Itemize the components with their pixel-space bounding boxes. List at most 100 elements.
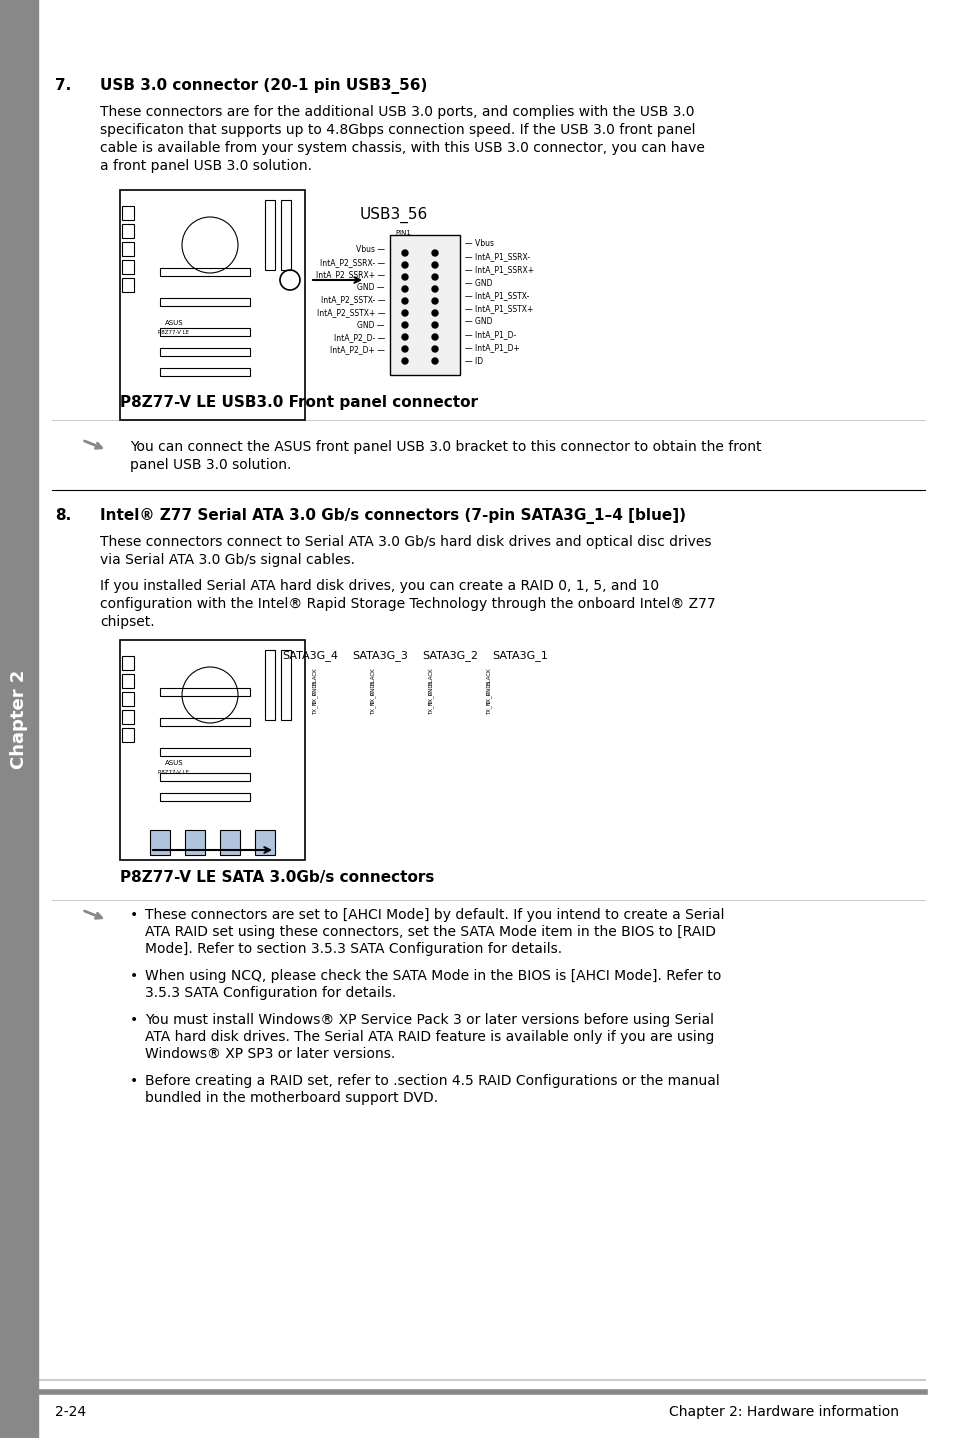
Bar (122, 278, 133, 292)
Text: bundled in the motherboard support DVD.: bundled in the motherboard support DVD. (145, 1091, 437, 1104)
Text: ASUS: ASUS (165, 321, 183, 326)
Circle shape (401, 358, 408, 364)
Text: •: • (130, 969, 138, 984)
Circle shape (401, 334, 408, 339)
Bar (160, 792, 250, 801)
Text: GND: GND (370, 683, 375, 695)
Text: TX_N: TX_N (428, 702, 434, 715)
Circle shape (432, 322, 437, 328)
Text: — IntA_P1_D-: — IntA_P1_D- (464, 331, 516, 339)
Bar (160, 774, 250, 781)
Bar (122, 656, 133, 670)
Text: — IntA_P1_SSTX+: — IntA_P1_SSTX+ (464, 305, 533, 313)
Bar (122, 728, 133, 742)
Bar (265, 200, 274, 270)
Text: If you installed Serial ATA hard disk drives, you can create a RAID 0, 1, 5, and: If you installed Serial ATA hard disk dr… (100, 580, 659, 592)
Text: BLACK: BLACK (486, 667, 491, 684)
Text: TX_N: TX_N (312, 702, 317, 715)
Text: 3.5.3 SATA Configuration for details.: 3.5.3 SATA Configuration for details. (145, 986, 395, 999)
Text: 8.: 8. (55, 508, 71, 523)
Bar (122, 692, 133, 706)
Bar (122, 710, 133, 723)
Bar (254, 830, 274, 856)
Text: IntA_P2_D- —: IntA_P2_D- — (334, 334, 385, 342)
Bar (160, 368, 250, 375)
Text: These connectors are set to [AHCI Mode] by default. If you intend to create a Se: These connectors are set to [AHCI Mode] … (145, 907, 723, 922)
Text: — IntA_P1_D+: — IntA_P1_D+ (464, 344, 519, 352)
Bar (0, 0, 38, 1438)
Text: — Vbus: — Vbus (464, 240, 494, 249)
Text: chipset.: chipset. (100, 615, 154, 628)
Text: SATA3G_1: SATA3G_1 (492, 650, 547, 661)
Bar (160, 267, 250, 276)
Circle shape (432, 358, 437, 364)
Bar (122, 206, 133, 220)
Text: — ID: — ID (464, 357, 482, 365)
Text: These connectors are for the additional USB 3.0 ports, and complies with the USB: These connectors are for the additional … (100, 105, 694, 119)
Text: — IntA_P1_SSRX-: — IntA_P1_SSRX- (464, 253, 530, 262)
Text: GND: GND (486, 683, 491, 695)
Circle shape (401, 262, 408, 267)
Text: Vbus —: Vbus — (355, 246, 385, 255)
Bar (122, 674, 133, 687)
Text: — GND: — GND (464, 279, 492, 288)
Text: TX_N: TX_N (370, 702, 375, 715)
Text: 2-24: 2-24 (55, 1405, 86, 1419)
Text: TX_P: TX_P (428, 692, 434, 705)
Text: IntA_P2_SSTX+ —: IntA_P2_SSTX+ — (316, 308, 385, 316)
Text: a front panel USB 3.0 solution.: a front panel USB 3.0 solution. (100, 160, 312, 173)
Text: Mode]. Refer to section 3.5.3 SATA Configuration for details.: Mode]. Refer to section 3.5.3 SATA Confi… (145, 942, 561, 956)
Text: P8Z77-V LE: P8Z77-V LE (158, 769, 189, 775)
Bar (220, 830, 240, 856)
Text: GND —: GND — (357, 321, 385, 329)
Circle shape (432, 347, 437, 352)
Bar (122, 260, 133, 275)
Circle shape (401, 250, 408, 256)
Circle shape (401, 275, 408, 280)
Bar (122, 224, 133, 239)
Circle shape (401, 322, 408, 328)
Text: Windows® XP SP3 or later versions.: Windows® XP SP3 or later versions. (145, 1047, 395, 1061)
Text: Chapter 2: Chapter 2 (10, 669, 28, 769)
Text: 7.: 7. (55, 78, 71, 93)
Text: GND: GND (313, 683, 317, 695)
Text: USB3_56: USB3_56 (359, 207, 428, 223)
Bar (160, 348, 250, 357)
Circle shape (432, 275, 437, 280)
Text: When using NCQ, please check the SATA Mode in the BIOS is [AHCI Mode]. Refer to: When using NCQ, please check the SATA Mo… (145, 969, 720, 984)
Bar (265, 650, 274, 720)
Text: — IntA_P1_SSTX-: — IntA_P1_SSTX- (464, 292, 529, 301)
Text: PIN1: PIN1 (395, 230, 411, 236)
Circle shape (432, 250, 437, 256)
Text: Chapter 2: Hardware information: Chapter 2: Hardware information (668, 1405, 898, 1419)
Text: IntA_P2_SSRX+ —: IntA_P2_SSRX+ — (315, 270, 385, 279)
Bar (120, 190, 305, 420)
Text: panel USB 3.0 solution.: panel USB 3.0 solution. (130, 457, 291, 472)
Bar (122, 242, 133, 256)
Circle shape (432, 286, 437, 292)
Text: You must install Windows® XP Service Pack 3 or later versions before using Seria: You must install Windows® XP Service Pac… (145, 1012, 713, 1027)
Text: TX_N: TX_N (486, 702, 492, 715)
Text: SATA3G_2: SATA3G_2 (421, 650, 477, 661)
Text: BLACK: BLACK (428, 667, 433, 684)
Text: GND —: GND — (357, 283, 385, 292)
Circle shape (401, 311, 408, 316)
Text: USB 3.0 connector (20-1 pin USB3_56): USB 3.0 connector (20-1 pin USB3_56) (100, 78, 427, 93)
Text: ATA hard disk drives. The Serial ATA RAID feature is available only if you are u: ATA hard disk drives. The Serial ATA RAI… (145, 1030, 714, 1044)
Bar (390, 234, 459, 375)
Text: P8Z77-V LE: P8Z77-V LE (158, 329, 189, 335)
Bar (160, 748, 250, 756)
Text: TX_P: TX_P (486, 692, 492, 705)
Bar (120, 640, 305, 860)
Circle shape (432, 262, 437, 267)
Text: These connectors connect to Serial ATA 3.0 Gb/s hard disk drives and optical dis: These connectors connect to Serial ATA 3… (100, 535, 711, 549)
Text: cable is available from your system chassis, with this USB 3.0 connector, you ca: cable is available from your system chas… (100, 141, 704, 155)
Text: — IntA_P1_SSRX+: — IntA_P1_SSRX+ (464, 266, 534, 275)
Bar (281, 650, 291, 720)
Circle shape (432, 334, 437, 339)
Text: •: • (130, 907, 138, 922)
Text: IntA_P2_SSTX- —: IntA_P2_SSTX- — (320, 295, 385, 305)
Text: specificaton that supports up to 4.8Gbps connection speed. If the USB 3.0 front : specificaton that supports up to 4.8Gbps… (100, 124, 695, 137)
Bar (160, 328, 250, 336)
Bar (160, 298, 250, 306)
